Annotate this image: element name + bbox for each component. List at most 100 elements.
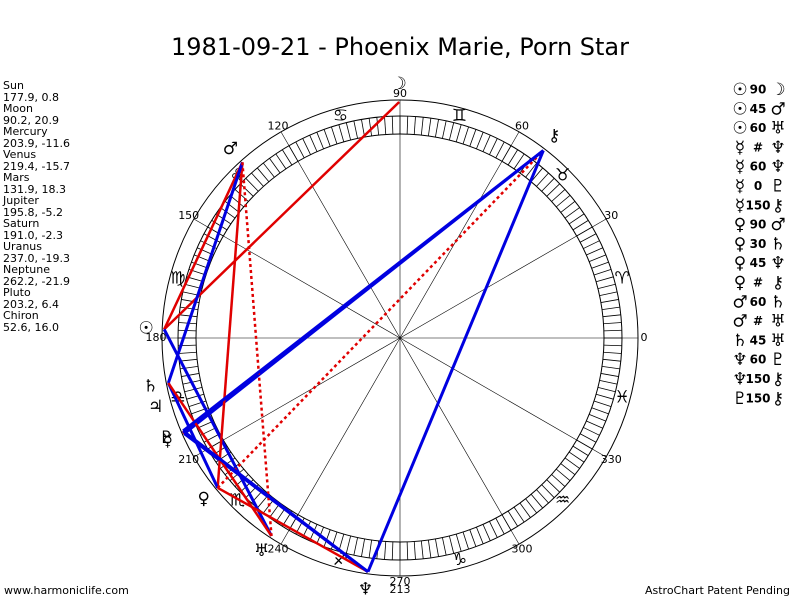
ring-tick (603, 344, 622, 347)
aspect-to: ⚷ (772, 273, 784, 293)
aspect-line (241, 162, 273, 537)
spoke (399, 131, 520, 339)
ring-tick (588, 254, 606, 262)
ring-tick (476, 526, 484, 544)
aspect-type: 60 (750, 121, 767, 135)
aspect-to: ♇ (770, 177, 785, 197)
ring-tick (275, 153, 287, 170)
zodiac-sign: ♓ (615, 388, 630, 408)
planet-glyph: ♄ (143, 376, 158, 396)
aspect-from: ☉ (732, 99, 747, 119)
planet-glyph: ♂ (223, 139, 238, 159)
aspect-from: ♆ (732, 370, 747, 390)
ring-tick (482, 135, 491, 152)
ring-tick (556, 194, 571, 208)
aspect-type: 45 (750, 333, 767, 347)
ring-tick (583, 240, 600, 249)
planet-glyph: ♆ (358, 580, 373, 600)
aspect-type: 90 (750, 218, 767, 232)
aspect-from: ♀ (734, 234, 746, 254)
ring-tick (519, 502, 531, 518)
aspect-to: ♅ (770, 119, 785, 139)
ring-tick (368, 118, 373, 137)
planet-name: Moon (3, 102, 33, 115)
aspect-type: # (753, 276, 763, 290)
ring-tick (309, 135, 318, 152)
ring-tick (579, 433, 597, 443)
aspect-to: ☽ (770, 80, 785, 100)
aspect-line (163, 101, 401, 331)
ring-tick (448, 535, 455, 554)
title: 1981-09-21 - Phoenix Marie, Porn Star (171, 33, 629, 61)
degree-label: 270 (390, 575, 411, 588)
degree-label: 180 (146, 331, 167, 344)
ring-tick (568, 451, 585, 463)
aspect-type: 90 (750, 83, 767, 97)
ring-tick (413, 116, 416, 135)
ring-tick (572, 220, 589, 231)
degree-label: 330 (601, 453, 622, 466)
ring-tick (179, 314, 198, 318)
aspect-to: ♅ (770, 331, 785, 351)
ring-tick (323, 529, 331, 547)
spoke (399, 337, 520, 545)
planet-coords: 191.0, -2.3 (3, 229, 63, 242)
degree-label: 0 (641, 331, 648, 344)
ring-tick (530, 167, 544, 182)
planet-coords: 131.9, 18.3 (3, 183, 66, 196)
ring-tick (588, 414, 606, 422)
ring-tick (184, 386, 203, 393)
spoke (280, 131, 401, 339)
aspect-to: ⚷ (772, 196, 784, 216)
ring-tick (541, 484, 555, 498)
ring-tick (586, 420, 603, 429)
aspect-to: ♄ (770, 234, 785, 254)
ring-tick (597, 283, 616, 290)
aspect-from: ☿ (735, 196, 745, 216)
zodiac-sign: ♋ (333, 106, 348, 126)
extra-label: 213 (390, 583, 411, 596)
planet-coords: 203.2, 6.4 (3, 298, 59, 311)
ring-tick (560, 463, 576, 475)
aspect-to: ♇ (770, 350, 785, 370)
aspect-to: ⚷ (772, 389, 784, 409)
degree-label: 30 (604, 209, 618, 222)
aspect-line (182, 149, 545, 433)
ring-tick (579, 233, 597, 243)
aspect-to: ♅ (770, 312, 785, 332)
ring-tick (595, 276, 614, 283)
zodiac-sign: ♑ (452, 550, 467, 570)
aspect-from: ☿ (735, 138, 745, 158)
ring-tick (495, 141, 505, 159)
zodiac-sign: ♍ (170, 268, 185, 288)
ring-tick (368, 539, 373, 558)
ring-tick (295, 141, 305, 159)
ring-tick (455, 124, 462, 143)
aspect-type: 60 (750, 160, 767, 174)
ring-tick (302, 138, 311, 155)
ring-tick (595, 393, 614, 400)
ring-tick (583, 427, 600, 436)
ring-tick (240, 183, 254, 197)
degree-label: 60 (515, 120, 529, 133)
ring-tick (551, 474, 566, 487)
aspect-line (166, 382, 219, 489)
planet-coords: 177.9, 0.8 (3, 91, 59, 104)
aspect-type: 150 (745, 391, 770, 405)
ring-tick (323, 129, 331, 147)
aspect-line (182, 429, 369, 574)
ring-tick (564, 457, 580, 469)
ring-tick (556, 468, 571, 482)
ring-tick (572, 445, 589, 456)
ring-tick (220, 207, 236, 219)
ring-tick (525, 162, 537, 178)
ring-tick (361, 119, 365, 138)
ring-tick (345, 122, 352, 141)
ring-tick (435, 119, 439, 138)
ring-tick (442, 537, 447, 556)
ring-tick (353, 537, 358, 556)
ring-tick (353, 120, 358, 139)
ring-tick (602, 358, 621, 362)
planet-glyph: ☉ (139, 319, 154, 339)
